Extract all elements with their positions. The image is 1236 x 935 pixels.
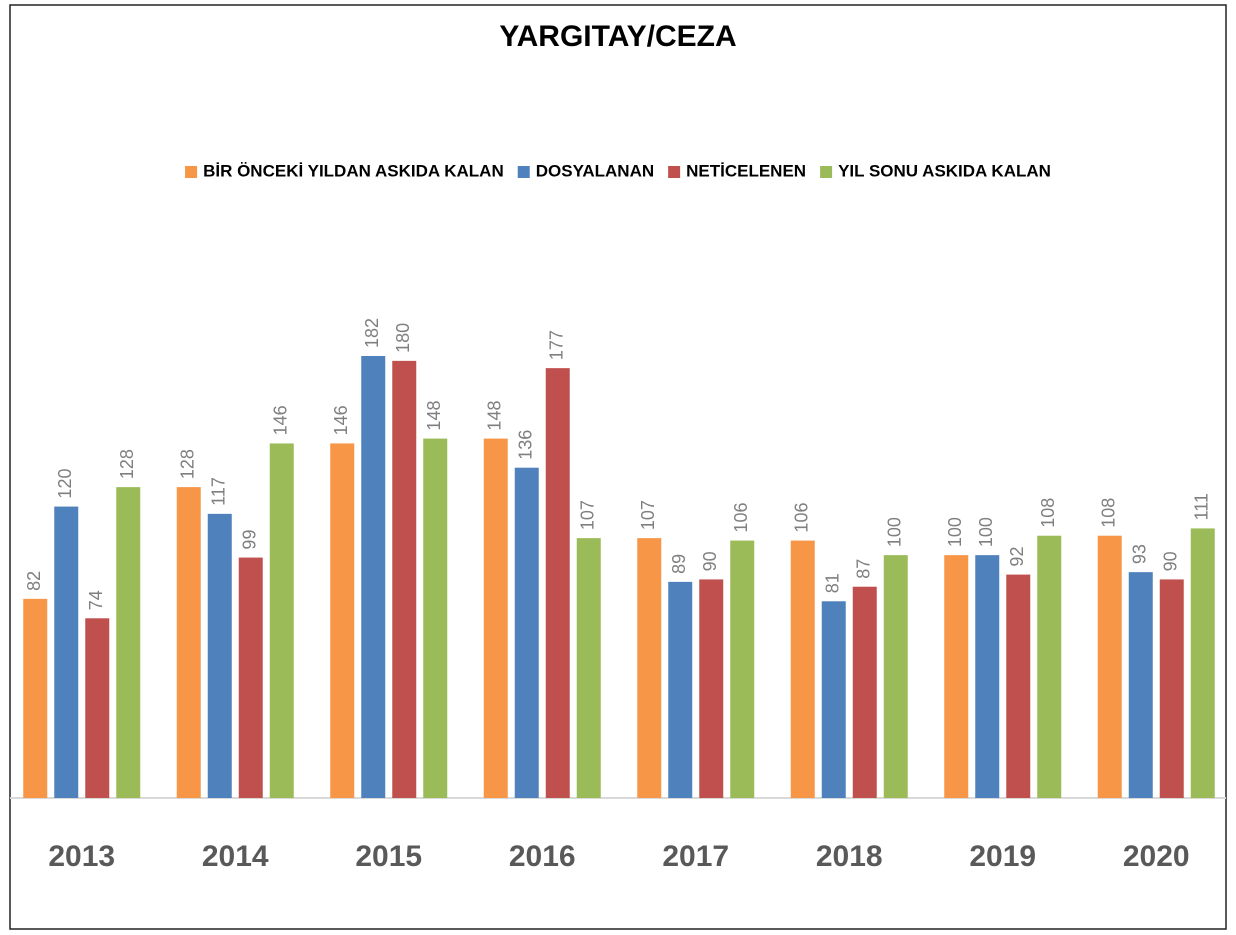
data-label: 148 xyxy=(424,401,444,431)
bar xyxy=(730,540,755,798)
data-label: 99 xyxy=(240,530,260,550)
x-tick-label: 2017 xyxy=(662,840,729,873)
bar xyxy=(944,555,969,798)
bar xyxy=(207,513,232,798)
data-label: 90 xyxy=(1161,551,1181,571)
bar xyxy=(852,586,877,798)
data-label: 128 xyxy=(178,449,198,479)
bar xyxy=(545,368,570,798)
x-tick-label: 2016 xyxy=(509,840,576,873)
x-tick-label: 2019 xyxy=(969,840,1036,873)
legend-label: YIL SONU ASKIDA KALAN xyxy=(838,161,1051,180)
data-label: 180 xyxy=(393,323,413,353)
bar xyxy=(1128,572,1153,798)
bar xyxy=(330,443,355,798)
data-label: 146 xyxy=(271,405,291,435)
bar xyxy=(269,443,294,798)
data-label: 108 xyxy=(1038,498,1058,528)
x-tick-label: 2015 xyxy=(355,840,422,873)
legend-swatch xyxy=(668,166,681,178)
bar xyxy=(1037,535,1062,798)
data-label: 106 xyxy=(792,503,812,533)
bar xyxy=(392,360,417,798)
data-label: 107 xyxy=(638,500,658,530)
bar xyxy=(790,540,815,798)
bar xyxy=(1159,579,1184,798)
data-label: 117 xyxy=(209,477,229,506)
bar xyxy=(975,555,1000,798)
data-label: 92 xyxy=(1007,547,1027,567)
data-label: 81 xyxy=(823,573,843,593)
bar xyxy=(1006,574,1031,798)
data-label: 182 xyxy=(362,318,382,348)
data-label: 100 xyxy=(885,517,905,547)
x-tick-label: 2018 xyxy=(816,840,883,873)
bar xyxy=(423,438,448,798)
bar xyxy=(1097,535,1122,798)
data-label: 100 xyxy=(945,517,965,547)
bar xyxy=(238,557,263,798)
bar xyxy=(483,438,508,798)
data-label: 148 xyxy=(485,401,505,431)
bar xyxy=(883,555,908,798)
data-label: 128 xyxy=(117,449,137,479)
bar xyxy=(1190,528,1215,798)
bar xyxy=(514,467,539,798)
bar xyxy=(668,581,693,798)
data-label: 74 xyxy=(86,590,106,610)
legend-label: DOSYALANAN xyxy=(536,161,654,180)
legend-swatch xyxy=(185,166,198,178)
chart-title: YARGITAY/CEZA xyxy=(499,20,736,53)
x-tick-label: 2014 xyxy=(202,840,269,873)
x-tick-label: 2020 xyxy=(1123,840,1190,873)
x-tick-label: 2013 xyxy=(48,840,115,873)
data-label: 90 xyxy=(700,551,720,571)
data-label: 87 xyxy=(854,559,874,579)
data-label: 100 xyxy=(976,517,996,547)
bar xyxy=(361,356,386,798)
data-label: 82 xyxy=(24,571,44,591)
bar xyxy=(699,579,724,798)
legend-label: NETİCELENEN xyxy=(686,161,806,180)
bar xyxy=(576,538,601,798)
legend-swatch xyxy=(517,166,530,178)
data-label: 93 xyxy=(1130,544,1150,564)
data-label: 120 xyxy=(55,469,75,499)
data-label: 108 xyxy=(1099,498,1119,528)
bar xyxy=(821,601,846,798)
data-label: 89 xyxy=(669,554,689,574)
data-label: 107 xyxy=(578,500,598,530)
legend-label: BİR ÖNCEKİ YILDAN ASKIDA KALAN xyxy=(203,161,504,180)
data-label: 146 xyxy=(331,405,351,435)
data-label: 111 xyxy=(1192,493,1212,520)
data-label: 106 xyxy=(731,503,751,533)
bar xyxy=(54,506,79,798)
bar xyxy=(85,618,110,798)
bar xyxy=(637,538,662,798)
data-label: 136 xyxy=(516,430,536,460)
bar xyxy=(176,487,201,798)
legend-swatch xyxy=(820,166,833,178)
bar xyxy=(23,598,48,798)
bar xyxy=(116,487,141,798)
data-label: 177 xyxy=(547,330,567,360)
